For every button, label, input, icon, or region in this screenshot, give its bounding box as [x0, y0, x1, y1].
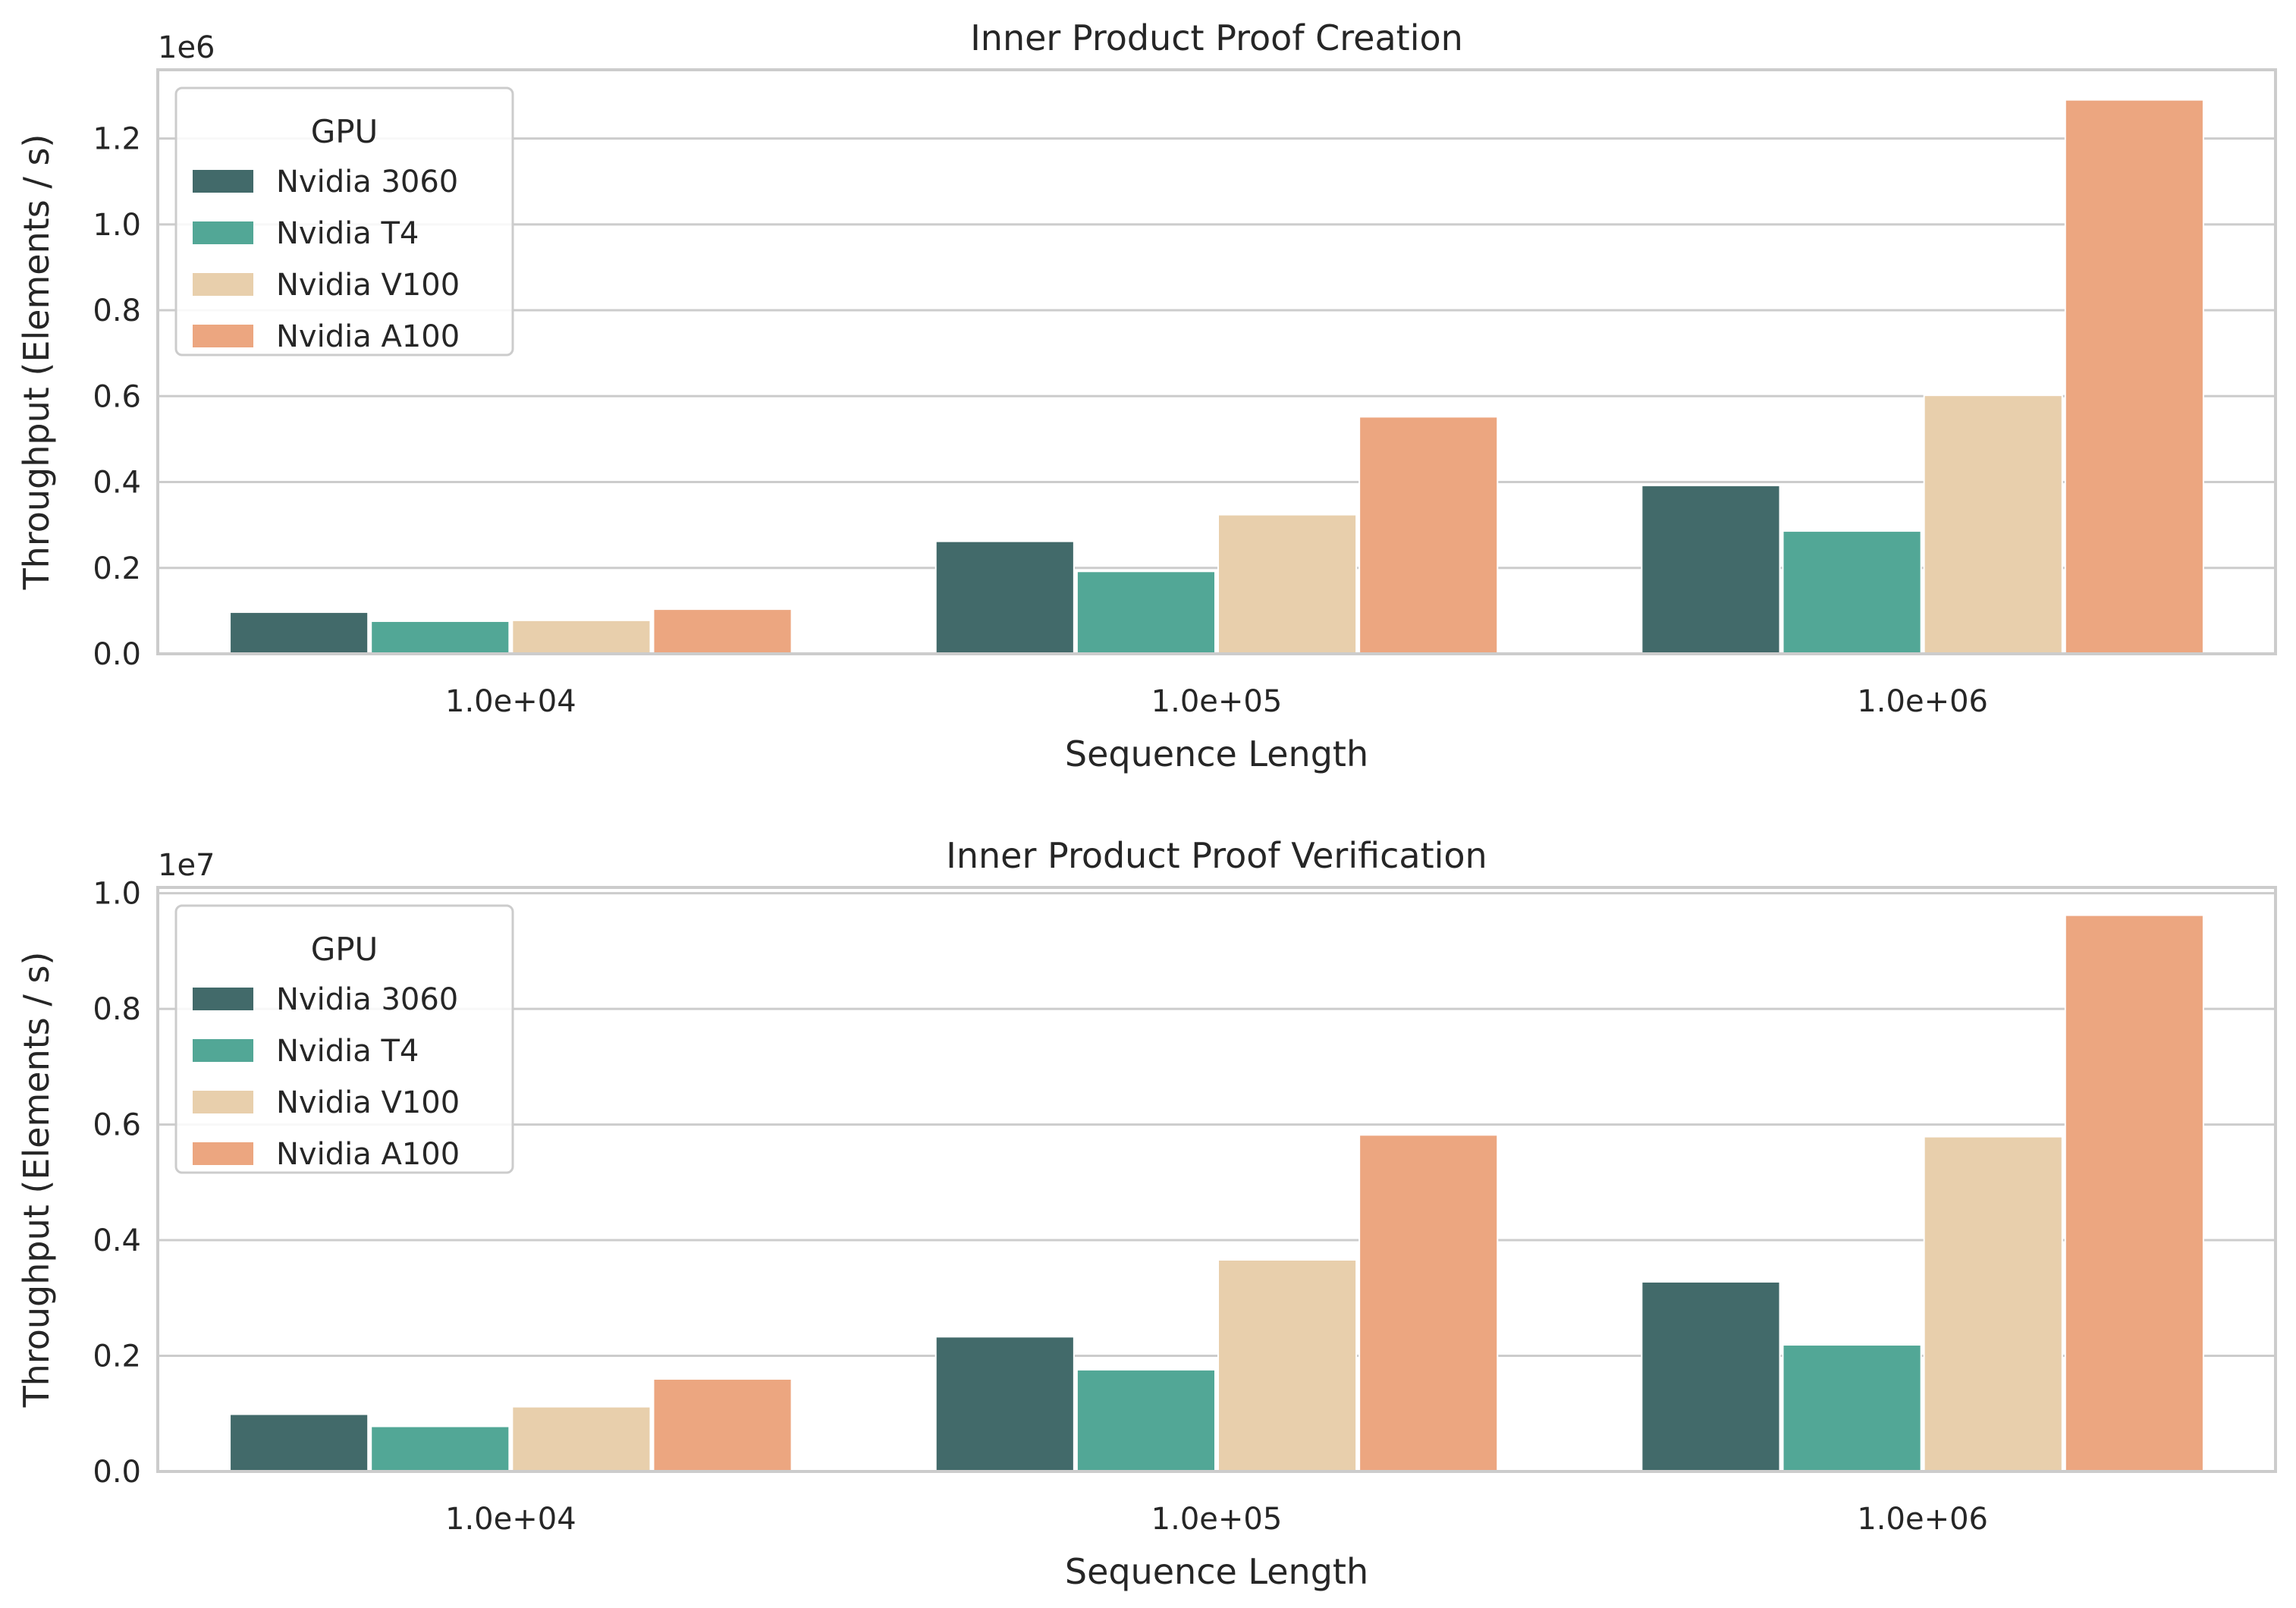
legend-entry: Nvidia T4: [276, 1034, 419, 1069]
bar-nvidia-v100-2: [1923, 1135, 2063, 1472]
legend-box: [174, 904, 514, 1174]
bar-nvidia-a100-1: [1358, 416, 1499, 655]
legend-swatch-nvidia-3060: [193, 988, 253, 1010]
bar-nvidia-v100-1: [1217, 1258, 1358, 1473]
y-tick-label: 0.0: [93, 1455, 141, 1490]
y-tick-label: 1.0: [93, 877, 141, 912]
bar-nvidia-t4-0: [370, 1425, 510, 1473]
bar-nvidia-3060-0: [229, 1413, 369, 1473]
bar-nvidia-3060-2: [1641, 485, 1781, 655]
bar-nvidia-v100-0: [511, 1405, 652, 1473]
bar-nvidia-t4-2: [1782, 530, 1922, 655]
legend-swatch-nvidia-a100: [193, 1142, 253, 1165]
legend-swatch-nvidia-t4: [193, 221, 253, 244]
y-tick-label: 0.6: [93, 379, 141, 414]
y-tick-label: 0.4: [93, 466, 141, 501]
legend: GPU Nvidia 3060 Nvidia T4 Nvidia V100 Nvidia…: [174, 904, 514, 1174]
bar-nvidia-3060-1: [934, 540, 1075, 655]
bar-nvidia-v100-1: [1217, 513, 1358, 655]
legend-swatch-nvidia-3060: [193, 170, 253, 193]
y-tick-label: 0.0: [93, 637, 141, 672]
x-tick-label: 1.0e+06: [1857, 1502, 1988, 1537]
x-axis-label: Sequence Length: [1065, 1551, 1368, 1592]
plot-frame: [156, 68, 2277, 655]
plot-frame: [156, 886, 2277, 1473]
y-scale-offset: 1e6: [158, 30, 215, 65]
legend: GPU Nvidia 3060 Nvidia T4 Nvidia V100 Nvidia…: [174, 86, 514, 356]
y-tick-label: 1.2: [93, 122, 141, 157]
y-tick-label: 0.2: [93, 551, 141, 586]
y-scale-offset: 1e7: [158, 848, 215, 883]
legend-entry: Nvidia T4: [276, 216, 419, 251]
x-tick-label: 1.0e+04: [445, 684, 576, 719]
y-tick-label: 0.8: [93, 992, 141, 1027]
legend-entry: Nvidia 3060: [276, 165, 458, 199]
chart-1: 0.0 0.2 0.4 0.6 0.8 1.0 1.2 1.0e+04 1.0e+05 1.0e+…: [16, 17, 2277, 774]
y-axis-label: Throughput (Elements / s): [16, 952, 57, 1409]
bar-nvidia-a100-2: [2064, 914, 2204, 1473]
y-tick-label: 0.8: [93, 294, 141, 328]
x-tick-label: 1.0e+04: [445, 1502, 576, 1537]
bar-nvidia-t4-1: [1076, 1368, 1217, 1472]
legend-entry: Nvidia 3060: [276, 982, 458, 1017]
chart-title: Inner Product Proof Creation: [970, 17, 1463, 58]
bar-nvidia-a100-1: [1358, 1134, 1499, 1472]
x-tick-label: 1.0e+05: [1151, 684, 1283, 719]
x-tick-label: 1.0e+05: [1151, 1502, 1283, 1537]
bar-nvidia-t4-0: [370, 620, 510, 655]
bar-nvidia-v100-0: [511, 619, 652, 655]
y-tick-label: 0.4: [93, 1223, 141, 1258]
legend-swatch-nvidia-a100: [193, 325, 253, 347]
bar-nvidia-a100-0: [652, 608, 793, 655]
legend-swatch-nvidia-t4: [193, 1039, 253, 1062]
y-tick-label: 0.6: [93, 1108, 141, 1143]
y-tick-label: 1.0: [93, 208, 141, 243]
legend-entry: Nvidia V100: [276, 1085, 460, 1120]
bar-nvidia-3060-1: [934, 1336, 1075, 1472]
legend-entry: Nvidia V100: [276, 268, 460, 303]
legend-entry: Nvidia A100: [276, 1137, 460, 1172]
legend-box: [174, 86, 514, 356]
x-axis-label: Sequence Length: [1065, 733, 1368, 774]
y-tick-label: 0.2: [93, 1339, 141, 1374]
bar-nvidia-a100-2: [2064, 99, 2204, 655]
bar-nvidia-3060-2: [1641, 1280, 1781, 1472]
bar-nvidia-t4-1: [1076, 570, 1217, 655]
legend-swatch-nvidia-v100: [193, 1091, 253, 1113]
bar-nvidia-a100-0: [652, 1378, 793, 1472]
legend-title: GPU: [311, 113, 378, 150]
bar-nvidia-3060-0: [229, 611, 369, 655]
chart-title: Inner Product Proof Verification: [946, 835, 1487, 876]
bar-nvidia-v100-2: [1923, 394, 2063, 655]
legend-entry: Nvidia A100: [276, 319, 460, 354]
y-axis-label: Throughput (Elements / s): [16, 134, 57, 591]
x-tick-label: 1.0e+06: [1857, 684, 1988, 719]
legend-swatch-nvidia-v100: [193, 273, 253, 296]
chart-2: 0.0 0.2 0.4 0.6 0.8 1.0 1.0e+04 1.0e+05 1.0e+06 1…: [16, 835, 2277, 1592]
bar-nvidia-t4-2: [1782, 1344, 1922, 1472]
legend-title: GPU: [311, 931, 378, 968]
